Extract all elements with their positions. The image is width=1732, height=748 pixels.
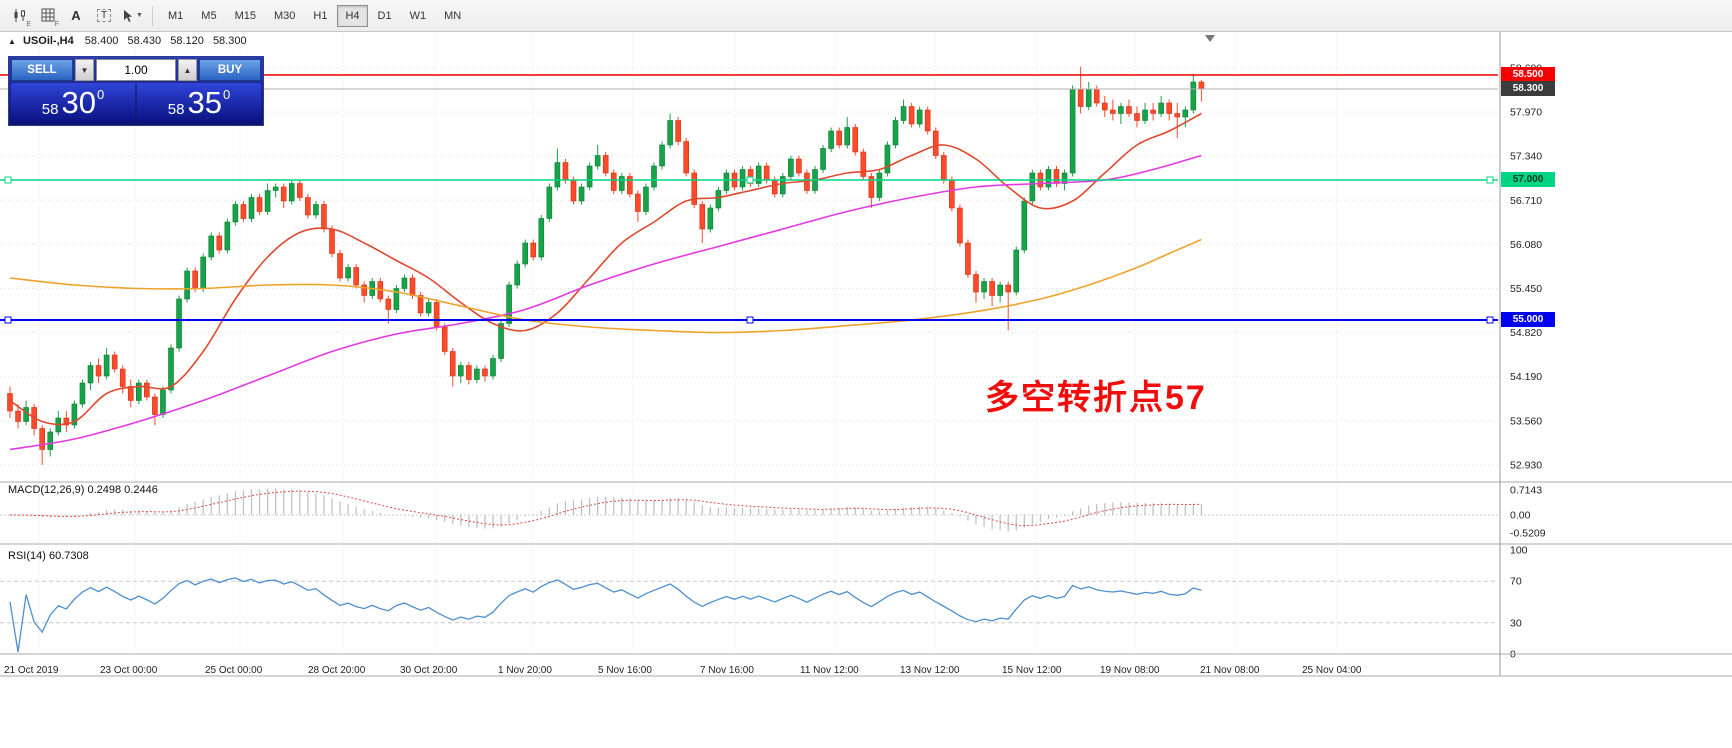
ma-mid-magenta <box>9 154 1202 451</box>
timeframe-m1[interactable]: M1 <box>160 5 191 27</box>
timeframe-w1[interactable]: W1 <box>402 5 435 27</box>
svg-text:56.080: 56.080 <box>1510 239 1542 251</box>
timeframe-m15[interactable]: M15 <box>227 5 264 27</box>
timeframe-m30[interactable]: M30 <box>266 5 303 27</box>
chart-annotation: 多空转折点57 <box>985 379 1207 417</box>
svg-text:0.00: 0.00 <box>1510 510 1531 522</box>
grid-icon[interactable]: F <box>35 3 61 29</box>
rsi-line <box>9 577 1202 653</box>
symbol-label: USOil-,H4 <box>22 35 74 47</box>
svg-text:11 Nov 12:00: 11 Nov 12:00 <box>800 665 859 676</box>
rsi-label: RSI(14) 60.7308 <box>8 550 89 562</box>
svg-text:-0.5209: -0.5209 <box>1510 528 1546 540</box>
svg-text:25 Nov 04:00: 25 Nov 04:00 <box>1302 665 1362 676</box>
rsi-panel <box>0 577 1498 653</box>
svg-text:56.710: 56.710 <box>1510 195 1542 207</box>
svg-text:57.340: 57.340 <box>1510 151 1542 163</box>
timeframe-h1[interactable]: H1 <box>305 5 335 27</box>
svg-text:21 Oct 2019: 21 Oct 2019 <box>4 665 59 676</box>
chart-shift-marker <box>1205 35 1215 42</box>
sell-price-pip: 0 <box>96 87 105 102</box>
svg-text:54.190: 54.190 <box>1510 371 1542 383</box>
svg-text:28 Oct 20:00: 28 Oct 20:00 <box>308 665 366 676</box>
grid-glyph <box>41 8 54 22</box>
svg-text:13 Nov 12:00: 13 Nov 12:00 <box>900 665 960 676</box>
sell-price-display[interactable]: 58 30 0 <box>11 83 135 123</box>
ma-slow-orange <box>9 238 1202 334</box>
macd-panel <box>0 488 1498 532</box>
buy-price-main: 35 <box>187 85 222 120</box>
buy-price-display[interactable]: 58 35 0 <box>137 83 261 123</box>
chart-header: ▲ USOil-,H4 58.400 58.430 58.120 58.300 <box>8 35 253 47</box>
svg-text:7 Nov 16:00: 7 Nov 16:00 <box>700 665 754 676</box>
sell-price-prefix: 58 <box>41 101 59 118</box>
timeframe-group: M1 M5 M15 M30 H1 H4 D1 W1 MN <box>159 4 470 27</box>
top-toolbar: E F A T ▼ M1 M5 M15 <box>0 0 1732 32</box>
svg-text:55.450: 55.450 <box>1510 283 1542 295</box>
svg-text:0.7143: 0.7143 <box>1510 484 1542 496</box>
svg-text:54.820: 54.820 <box>1510 327 1542 339</box>
svg-text:70: 70 <box>1510 576 1522 588</box>
text-tool-icon[interactable]: T <box>91 3 117 29</box>
svg-text:57.970: 57.970 <box>1510 107 1542 119</box>
candlestick-chart-icon[interactable]: E <box>7 3 33 29</box>
svg-text:53.560: 53.560 <box>1510 415 1542 427</box>
svg-text:30: 30 <box>1510 617 1522 629</box>
candles <box>7 66 1205 465</box>
one-click-trade-panel: SELL ▼ ▲ BUY 58 30 0 58 35 0 <box>8 56 264 126</box>
grid <box>0 34 1498 654</box>
macd-label: MACD(12,26,9) 0.2498 0.2446 <box>8 484 158 496</box>
volume-decrease-button[interactable]: ▼ <box>75 59 94 81</box>
close-value: 58.300 <box>212 35 247 47</box>
svg-text:58.600: 58.600 <box>1510 63 1542 75</box>
volume-input[interactable] <box>96 59 176 81</box>
svg-text:25 Oct 00:00: 25 Oct 00:00 <box>205 665 263 676</box>
buy-button[interactable]: BUY <box>199 59 261 81</box>
letter-a-icon[interactable]: A <box>71 8 81 23</box>
axes: 58.600 57.970 57.340 56.710 56.080 55.450 54.8… <box>0 32 1732 677</box>
svg-text:21 Nov 08:00: 21 Nov 08:00 <box>1200 665 1260 676</box>
cursor-dropdown-icon[interactable]: ▼ <box>119 3 145 29</box>
timeframe-h4[interactable]: H4 <box>337 4 368 27</box>
cursor-glyph <box>124 9 133 22</box>
timeframe-m5[interactable]: M5 <box>193 5 224 27</box>
chart-canvas[interactable]: 58.600 57.970 57.340 56.710 56.080 55.450 54.8… <box>0 32 1732 748</box>
toolbar-separator <box>152 5 153 26</box>
svg-text:15 Nov 12:00: 15 Nov 12:00 <box>1002 665 1062 676</box>
svg-text:1 Nov 20:00: 1 Nov 20:00 <box>498 665 552 676</box>
collapse-icon[interactable]: ▲ <box>8 37 16 46</box>
sell-price-main: 30 <box>61 85 96 120</box>
moving-averages <box>9 112 1202 451</box>
chevron-down-icon: ▼ <box>136 12 143 19</box>
icon-sub-label: F <box>54 20 59 28</box>
sell-button[interactable]: SELL <box>11 59 73 81</box>
buy-price-prefix: 58 <box>167 101 185 118</box>
candlestick-glyph <box>14 8 25 22</box>
low-value: 58.120 <box>170 35 204 47</box>
icon-sub-label: E <box>26 20 31 28</box>
timeframe-d1[interactable]: D1 <box>370 5 400 27</box>
svg-text:19 Nov 08:00: 19 Nov 08:00 <box>1100 665 1160 676</box>
buy-price-pip: 0 <box>222 87 231 102</box>
high-value: 58.430 <box>127 35 162 47</box>
svg-text:52.930: 52.930 <box>1510 459 1542 471</box>
svg-text:5 Nov 16:00: 5 Nov 16:00 <box>598 665 652 676</box>
volume-increase-button[interactable]: ▲ <box>178 59 197 81</box>
timeframe-mn[interactable]: MN <box>436 5 469 27</box>
svg-text:100: 100 <box>1510 545 1528 557</box>
open-value: 58.400 <box>84 35 119 47</box>
chart-window[interactable]: 58.600 57.970 57.340 56.710 56.080 55.450 54.8… <box>0 32 1732 748</box>
svg-text:30 Oct 20:00: 30 Oct 20:00 <box>400 665 458 676</box>
svg-text:23 Oct 00:00: 23 Oct 00:00 <box>100 665 158 676</box>
